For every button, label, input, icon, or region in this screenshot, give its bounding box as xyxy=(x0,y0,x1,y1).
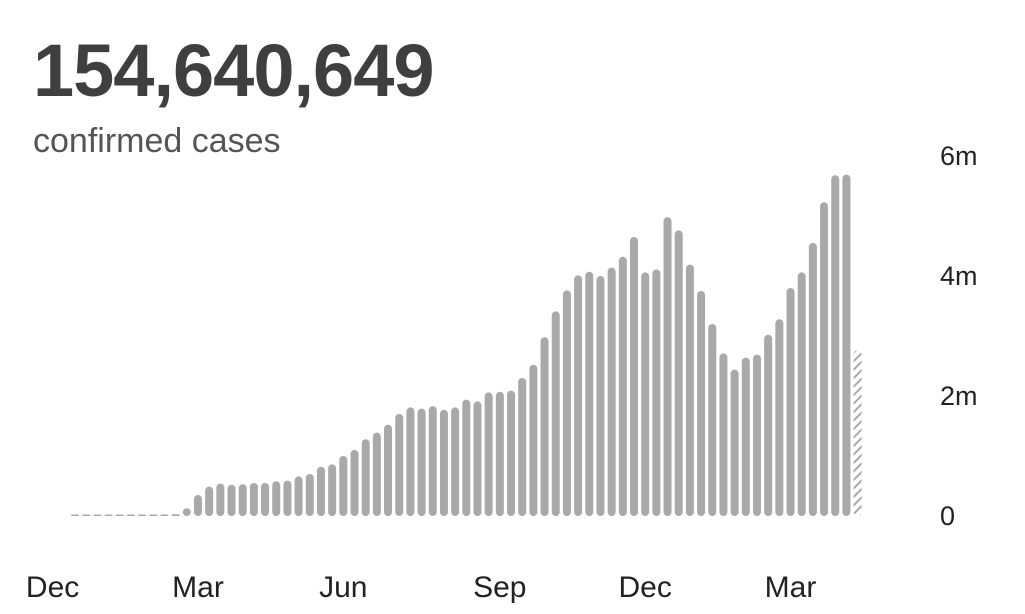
bar xyxy=(484,392,493,516)
bar xyxy=(395,414,404,516)
bar xyxy=(149,514,158,516)
bar xyxy=(741,357,750,516)
bar xyxy=(607,267,616,516)
bar xyxy=(697,291,706,516)
bar xyxy=(842,174,851,516)
bar xyxy=(227,484,236,516)
bar xyxy=(596,276,605,516)
bar xyxy=(831,175,840,516)
bar-partial xyxy=(853,350,862,516)
bar xyxy=(350,450,359,516)
bar xyxy=(272,481,281,516)
bar xyxy=(473,401,482,516)
bar xyxy=(417,408,426,516)
bar xyxy=(808,243,817,516)
x-tick-label: Sep xyxy=(473,571,526,604)
x-tick-label: Dec xyxy=(619,571,672,604)
bar xyxy=(372,432,381,516)
bar xyxy=(764,334,773,516)
y-tick-label: 0 xyxy=(940,501,955,531)
bar xyxy=(261,483,270,516)
bar xyxy=(663,217,672,516)
y-tick-label: 4m xyxy=(940,261,978,291)
bar xyxy=(283,480,292,516)
bar xyxy=(495,391,504,516)
bar xyxy=(685,264,694,516)
bar xyxy=(216,483,225,516)
y-tick-label: 2m xyxy=(940,381,978,411)
bar xyxy=(618,256,627,516)
bar xyxy=(316,466,325,516)
bar xyxy=(339,456,348,516)
bar xyxy=(428,406,437,516)
bar xyxy=(294,476,303,516)
bar xyxy=(630,237,638,516)
bar xyxy=(551,311,560,516)
total-cases-label: confirmed cases xyxy=(33,122,281,160)
bar xyxy=(361,439,370,516)
y-tick-label: 6m xyxy=(940,141,978,171)
bar xyxy=(138,514,147,516)
bar xyxy=(708,324,717,516)
bar xyxy=(540,337,549,516)
x-axis: Dec Mar Jun Sep Dec Mar xyxy=(26,571,816,604)
bar xyxy=(786,288,795,516)
bar xyxy=(249,483,258,516)
bar xyxy=(193,495,202,516)
bar xyxy=(529,364,538,516)
bar xyxy=(674,230,683,516)
bar xyxy=(71,514,79,516)
bar xyxy=(562,290,571,516)
x-tick-label: Dec xyxy=(26,571,79,604)
bar xyxy=(126,514,135,516)
bar xyxy=(641,272,650,516)
bar xyxy=(730,369,739,516)
bar xyxy=(652,269,661,516)
bar xyxy=(462,399,471,516)
bar xyxy=(93,514,102,516)
bar xyxy=(752,354,761,516)
bar xyxy=(518,378,527,516)
bar xyxy=(406,407,415,516)
bar xyxy=(182,508,191,516)
bar xyxy=(305,474,314,516)
bar xyxy=(797,272,806,516)
bar xyxy=(719,353,728,516)
bar xyxy=(205,486,214,516)
bar xyxy=(82,514,91,516)
bar xyxy=(238,484,247,516)
x-tick-label: Jun xyxy=(319,571,367,604)
bars-group xyxy=(71,174,862,516)
bar xyxy=(115,514,124,516)
bar xyxy=(104,514,113,516)
x-tick-label: Mar xyxy=(172,571,224,604)
bar xyxy=(775,319,784,516)
bar xyxy=(507,390,516,516)
y-axis: 0 2m 4m 6m xyxy=(940,141,978,531)
bar xyxy=(585,271,594,516)
bar xyxy=(384,424,393,516)
bar xyxy=(171,514,180,516)
total-cases-count: 154,640,649 xyxy=(33,29,435,112)
bar xyxy=(328,464,337,516)
bar xyxy=(439,409,448,516)
bar xyxy=(451,407,460,516)
bar xyxy=(820,202,829,516)
x-tick-label: Mar xyxy=(765,571,817,604)
bar xyxy=(160,514,169,516)
bar xyxy=(574,275,583,516)
